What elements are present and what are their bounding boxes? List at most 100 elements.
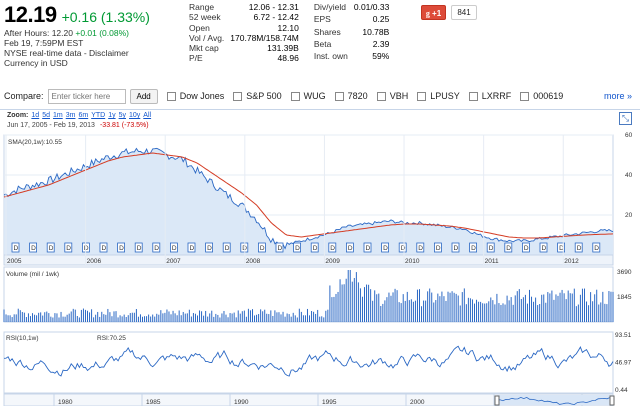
news-flag-label-18: D (330, 245, 335, 252)
stat-label-1: 52 week (189, 12, 221, 23)
price-change: +0.16 (1.33%) (61, 9, 150, 25)
news-flag-18 (328, 242, 337, 253)
rsi-y-tick-2: 0.44 (615, 387, 628, 394)
compare-option-label: 000619 (533, 91, 564, 101)
checkbox[interactable] (417, 91, 427, 101)
news-flag-label-7: D (137, 245, 142, 252)
price-line (3, 147, 614, 250)
zoom-5d[interactable]: 5d (42, 112, 50, 119)
zoom-1d[interactable]: 1d (31, 112, 40, 119)
chart-area: 20 40 60 SMA(20,1w):10.55 D D D D D D D D D D D D D D D D D D… (0, 109, 640, 406)
add-button[interactable]: Add (129, 88, 158, 104)
stats-column-2: Div/yield 0.01/0.33 EPS 0.25 Shares 10.78B Bet… (314, 2, 389, 64)
gplus-button[interactable]: g +1 (421, 5, 446, 20)
compare-option-2[interactable]: WUG (290, 91, 326, 101)
rsi-title: RSI(10,1w) (6, 335, 39, 342)
zoom-all[interactable]: All (143, 112, 152, 119)
news-flag-label-16: D (295, 245, 300, 252)
zoom-1y[interactable]: 1y (108, 112, 116, 119)
compare-option-4[interactable]: VBH (376, 91, 408, 101)
zoom-controls: Zoom: 1d 5d 1m 3m 6m YTD 1y 5y 10y All (7, 112, 151, 119)
nav-x-tick-2: 1990 (234, 399, 249, 406)
news-flag-label-30: D (542, 245, 547, 252)
news-flag-label-24: D (436, 245, 441, 252)
news-flag-13 (240, 242, 249, 253)
navigator-line (496, 396, 614, 406)
news-flag-9 (169, 242, 178, 253)
checkbox[interactable] (233, 91, 243, 101)
zoom-6m[interactable]: 6m (78, 112, 89, 119)
more-link[interactable]: more » (603, 91, 632, 101)
nav-x-tick-4: 2000 (410, 399, 425, 406)
news-flag-21 (381, 242, 390, 253)
news-flag-label-14: D (260, 245, 265, 252)
stat2-value-2: 10.78B (362, 26, 390, 37)
last-price: 12.19 (4, 2, 57, 27)
zoom-5y[interactable]: 5y (118, 112, 126, 119)
checkbox[interactable] (376, 91, 386, 101)
news-flag-label-17: D (313, 245, 318, 252)
price-x-tick-0: 2005 (7, 258, 22, 265)
zoom-10y[interactable]: 10y (129, 112, 141, 119)
zoom-ytd[interactable]: YTD (91, 112, 106, 119)
navigator-handle-right (609, 395, 615, 406)
gplus-label: +1 (432, 9, 442, 18)
checkbox[interactable] (290, 91, 300, 101)
nav-x-tick-1: 1985 (146, 399, 161, 406)
news-flag-label-19: D (348, 245, 353, 252)
after-hours-price: After Hours: 12.20 (4, 28, 73, 38)
news-flag-10 (187, 242, 196, 253)
stat2-value-1: 0.25 (372, 14, 390, 25)
after-hours: After Hours: 12.20 +0.01 (0.08%) (4, 28, 182, 38)
price-x-tick-7: 2012 (564, 258, 579, 265)
news-flag-label-33: D (594, 245, 599, 252)
news-flag-5 (99, 242, 108, 253)
compare-option-3[interactable]: 7820 (334, 91, 368, 101)
stat-value-3: 170.78M/158.74M (230, 32, 299, 43)
checkbox[interactable] (166, 91, 176, 101)
navigator-handle-left (494, 395, 500, 406)
compare-option-7[interactable]: 000619 (520, 91, 563, 101)
news-flag-2 (46, 242, 55, 253)
price-x-tick-4: 2009 (325, 258, 340, 265)
price-x-axis (3, 254, 614, 266)
nav-x-tick-0: 1980 (58, 399, 73, 406)
price-y-tick-1: 40 (625, 172, 633, 179)
compare-option-6[interactable]: LXRRF (468, 91, 511, 101)
sma-line (3, 152, 614, 239)
stat-label-5: P/E (189, 53, 203, 64)
date-range: Jun 17, 2005 - Feb 19, 2013 (7, 122, 95, 129)
compare-option-label: LPUSY (430, 91, 460, 101)
compare-option-label: S&P 500 (246, 91, 282, 101)
news-flag-label-1: D (31, 245, 36, 252)
expand-icon[interactable]: ⤡ (619, 112, 632, 125)
stock-chart[interactable]: 20 40 60 SMA(20,1w):10.55 D D D D D D D D D D D D D D D D D D… (0, 110, 640, 406)
data-disclaimer[interactable]: NYSE real-time data - Disclaimer (4, 48, 129, 58)
zoom-3m[interactable]: 3m (65, 112, 76, 119)
checkbox[interactable] (468, 91, 478, 101)
news-flag-31 (557, 242, 565, 253)
news-flag-28 (504, 242, 513, 253)
volume-title: Volume (mil / 1wk) (6, 271, 59, 278)
news-flag-27 (486, 242, 495, 253)
sma-label: SMA(20,1w):10.55 (8, 139, 62, 146)
news-flag-1 (29, 242, 38, 253)
ticker-input[interactable] (47, 88, 126, 104)
zoom-1m[interactable]: 1m (52, 112, 63, 119)
rsi-y-tick-1: 46.97 (615, 360, 632, 367)
news-flag-label-3: D (66, 245, 71, 252)
stat2-value-3: 2.39 (372, 39, 390, 50)
compare-options: Dow Jones S&P 500 WUG 7820 VBH LPUSY LXRRF 0006… (158, 91, 563, 101)
compare-option-0[interactable]: Dow Jones (166, 91, 224, 101)
compare-option-5[interactable]: LPUSY (417, 91, 460, 101)
stat2-label-3: Beta (313, 39, 332, 50)
news-flag-label-26: D (471, 245, 476, 252)
currency-note: Currency in USD (4, 58, 68, 68)
checkbox[interactable] (334, 91, 344, 101)
news-flag-label-12: D (225, 245, 230, 252)
compare-option-1[interactable]: S&P 500 (233, 91, 282, 101)
stat2-value-4: 59% (372, 51, 390, 62)
stat-label-4: Mkt cap (189, 43, 219, 54)
news-flag-label-2: D (49, 245, 54, 252)
checkbox[interactable] (520, 91, 530, 101)
